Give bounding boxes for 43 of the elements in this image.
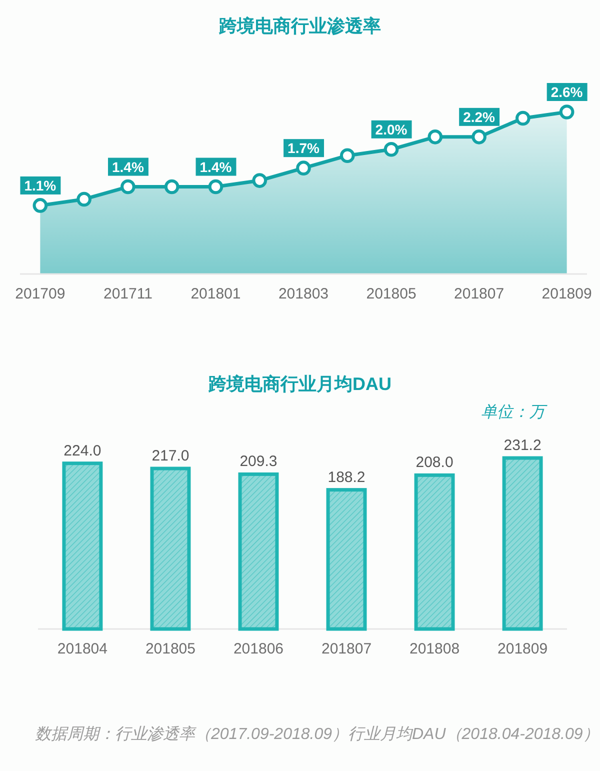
data-label: 2.2% [463, 108, 496, 125]
point [252, 173, 268, 188]
x-tick-label: 201711 [103, 285, 152, 302]
point [428, 130, 443, 144]
x-tick-label: 201806 [233, 640, 284, 658]
data-label: 209.3 [240, 453, 278, 470]
data-label: 231.2 [504, 437, 542, 454]
point [559, 104, 574, 120]
x-tick-label: 201808 [410, 640, 460, 658]
data-label: 1.4% [112, 158, 144, 175]
point [208, 179, 224, 194]
data-label: 1.4% [200, 158, 232, 175]
point [384, 142, 399, 157]
point [340, 148, 355, 164]
x-tick-label: 201809 [498, 640, 548, 658]
x-tick-label: 201805 [145, 640, 196, 658]
x-tick-label: 201805 [366, 285, 416, 302]
x-tick-label: 201709 [15, 285, 66, 302]
chart-title: 跨境电商行业渗透率 [218, 16, 381, 36]
text: 数据周期：行业渗透率（2017.09-2018.09）行业月均DAU（2018.04-2018.09） [35, 725, 599, 743]
point [120, 179, 136, 194]
point [296, 160, 311, 176]
point [472, 130, 486, 144]
x-tick-label: 201807 [454, 285, 504, 302]
x-tick-label: 201803 [278, 285, 329, 302]
point [32, 198, 48, 213]
data-label: 1.7% [288, 140, 320, 156]
x-tick-label: 201809 [542, 285, 592, 302]
text: 单位：万 [481, 403, 548, 421]
x-tick-label: 201804 [57, 640, 108, 658]
data-label: 2.6% [550, 84, 584, 100]
data-label: 224.0 [64, 442, 102, 460]
x-tick-label: 201807 [321, 640, 372, 658]
point [76, 192, 92, 207]
data-label: 208.0 [416, 454, 454, 472]
chart-title: 跨境电商行业月均DAU [208, 374, 392, 394]
data-label: 2.0% [375, 121, 408, 138]
point [164, 179, 180, 194]
data-label: 188.2 [328, 468, 366, 486]
data-label: 1.1% [24, 177, 57, 194]
x-tick-label: 201801 [190, 285, 241, 302]
data-label: 217.0 [152, 448, 190, 465]
point [516, 110, 530, 126]
